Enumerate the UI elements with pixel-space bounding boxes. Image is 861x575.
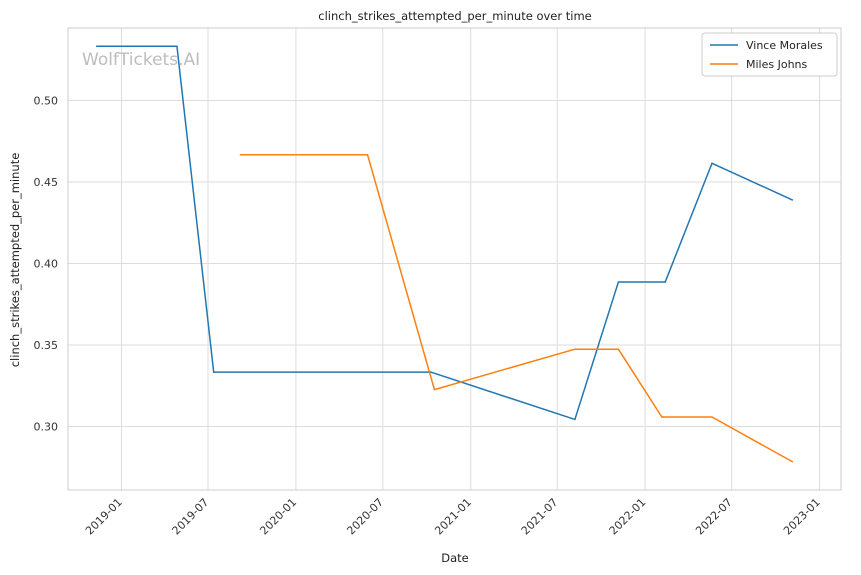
data-point-miles-johns [791, 460, 794, 463]
data-point-miles-johns [366, 153, 369, 156]
data-point-vince-morales [711, 162, 713, 165]
gridlines [68, 28, 841, 490]
legend-label-miles-johns: Miles Johns [746, 58, 808, 71]
y-tick-label: 0.30 [34, 420, 59, 433]
plot-frame [67, 27, 842, 491]
y-tick-label: 0.50 [34, 95, 59, 108]
data-point-vince-morales [95, 45, 98, 48]
chart-title: clinch_strikes_attempted_per_minute over… [318, 9, 591, 23]
data-point-miles-johns [617, 348, 620, 351]
y-tick-label: 0.45 [34, 176, 59, 189]
data-point-vince-morales [791, 199, 794, 201]
x-axis-label: Date [441, 551, 469, 565]
legend-label-vince-morales: Vince Morales [746, 39, 823, 52]
data-point-vince-morales [176, 45, 178, 48]
series-line-miles-johns [240, 154, 793, 463]
data-point-miles-johns [433, 388, 436, 391]
data-point-vince-morales [617, 281, 620, 283]
watermark: WolfTickets.AI [82, 50, 200, 70]
data-point-miles-johns [239, 153, 242, 156]
data-point-vince-morales [430, 371, 432, 373]
y-tick-label: 0.35 [34, 339, 59, 352]
data-point-miles-johns [661, 416, 663, 418]
y-tick-labels: 0.30 0.35 0.40 0.45 0.50 [34, 95, 59, 434]
data-point-vince-morales [212, 371, 215, 373]
legend-box [701, 32, 838, 77]
data-point-miles-johns [574, 348, 576, 351]
data-point-vince-morales [574, 418, 576, 421]
legend: Vince Morales Miles Johns [701, 32, 838, 77]
data-point-miles-johns [711, 416, 713, 418]
y-tick-label: 0.40 [34, 257, 59, 270]
series-layer [95, 45, 794, 463]
data-point-vince-morales [664, 281, 666, 283]
y-axis-label: clinch_strikes_attempted_per_minute [8, 153, 22, 368]
